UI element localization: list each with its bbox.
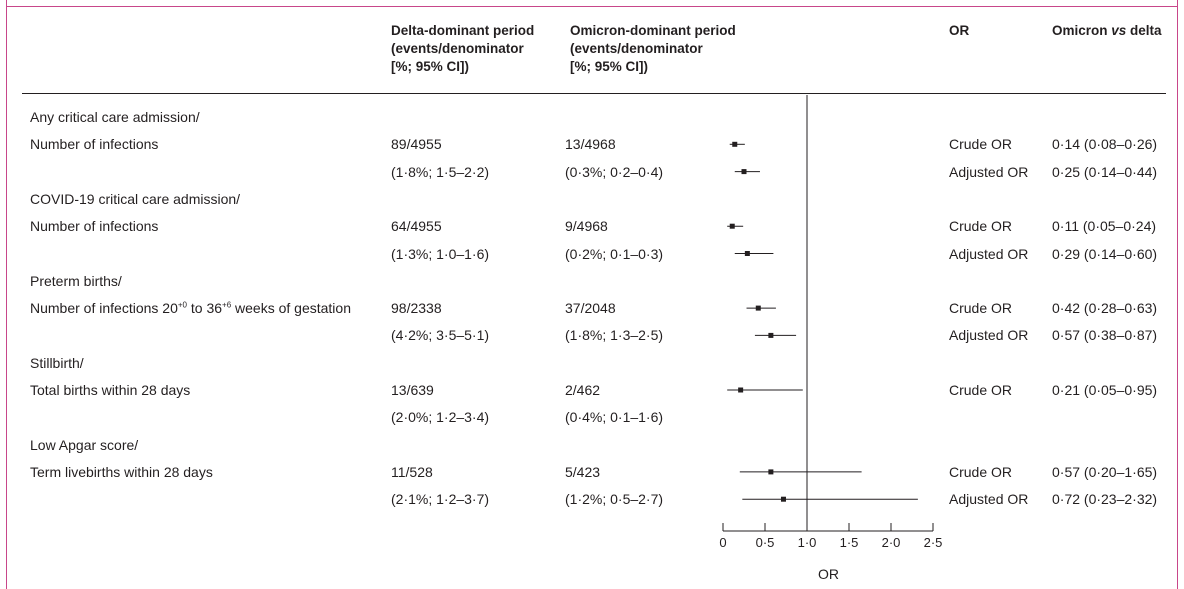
point-estimate-8 <box>780 496 786 502</box>
row-7-delta: 98/2338 <box>391 300 442 317</box>
header-delta-line3: [%; 95% CI]) <box>391 59 470 74</box>
x-tick-label-0: 0 <box>719 535 726 550</box>
point-estimate-3 <box>744 251 750 256</box>
row-7-estimate: 0·42 (0·28–0·63) <box>1052 300 1158 317</box>
row-2-delta: (1·8%; 1·5–2·2) <box>391 163 490 180</box>
x-axis-label: OR <box>818 566 839 582</box>
x-tick-label-1: 0·5 <box>756 535 775 550</box>
row-9-label: Stillbirth/ <box>30 354 84 371</box>
frame-top-border <box>6 6 1178 7</box>
row-5-delta: (1·3%; 1·0–1·6) <box>391 245 490 262</box>
header-ovd-italic: vs <box>1111 23 1127 38</box>
row-7-omicron: 37/2048 <box>565 300 616 317</box>
header-omicron-line1: Omicron-dominant period <box>570 23 736 38</box>
row-4-or-type: Crude OR <box>949 218 1013 235</box>
row-1-delta: 89/4955 <box>391 136 442 153</box>
row-1-omicron: 13/4968 <box>565 136 616 153</box>
header-omicron-line3: [%; 95% CI]) <box>570 59 649 74</box>
row-11-delta: (2·0%; 1·2–3·4) <box>391 409 490 426</box>
row-13-estimate: 0·57 (0·20–1·65) <box>1052 463 1158 480</box>
x-tick-label-4: 2·0 <box>882 535 901 550</box>
row-8-or-type: Adjusted OR <box>949 327 1029 344</box>
frame-left-border <box>6 0 7 589</box>
row-3-label: COVID-19 critical care admission/ <box>30 190 241 207</box>
row-2-estimate: 0·25 (0·14–0·44) <box>1052 163 1158 180</box>
row-13-delta: 11/528 <box>391 463 433 480</box>
x-tick-label-5: 2·5 <box>924 535 943 550</box>
point-estimate-4 <box>755 305 761 311</box>
row-10-label: Total births within 28 days <box>30 382 191 398</box>
row-4-label: Number of infections <box>30 218 159 235</box>
row-4-omicron: 9/4968 <box>565 218 608 235</box>
row-14-estimate: 0·72 (0·23–2·32) <box>1052 491 1158 508</box>
row-13-or-type: Crude OR <box>949 463 1013 480</box>
row-4-delta: 64/4955 <box>391 218 442 235</box>
row-7-label-sup2: +6 <box>222 300 232 310</box>
row-8-omicron: (1·8%; 1·3–2·5) <box>565 327 664 344</box>
header-omicron: Omicron-dominant period (events/denomina… <box>570 22 736 76</box>
row-14-delta: (2·1%; 1·2–3·7) <box>391 491 490 508</box>
row-11-omicron: (0·4%; 0·1–1·6) <box>565 409 664 426</box>
point-estimate-6 <box>738 387 744 393</box>
row-6-label: Preterm births/ <box>30 272 122 289</box>
header-ovd-suffix: delta <box>1126 23 1162 38</box>
row-5-or-type: Adjusted OR <box>949 245 1029 262</box>
row-1-label: Number of infections <box>30 136 159 153</box>
point-estimate-5 <box>768 332 774 338</box>
header-rule <box>22 93 1166 94</box>
row-10-estimate: 0·21 (0·05–0·95) <box>1052 382 1158 398</box>
row-5-estimate: 0·29 (0·14–0·60) <box>1052 245 1158 262</box>
row-0-label: Any critical care admission/ <box>30 109 200 125</box>
row-1-estimate: 0·14 (0·08–0·26) <box>1052 136 1158 153</box>
row-4-estimate: 0·11 (0·05–0·24) <box>1052 218 1157 235</box>
point-estimate-7 <box>768 469 774 475</box>
row-10-or-type: Crude OR <box>949 382 1013 398</box>
row-7-label: Number of infections 20+0 to 36+6 weeks … <box>30 299 351 317</box>
row-5-omicron: (0·2%; 0·1–0·3) <box>565 245 664 262</box>
header-delta-line1: Delta-dominant period <box>391 23 535 38</box>
header-omicron-line2: (events/denominator <box>570 41 703 56</box>
row-7-or-type: Crude OR <box>949 300 1013 317</box>
header-ovd-prefix: Omicron <box>1052 23 1112 38</box>
row-14-omicron: (1·2%; 0·5–2·7) <box>565 491 664 508</box>
row-7-label-end: weeks of gestation <box>231 300 351 317</box>
point-estimate-0 <box>732 141 738 147</box>
row-2-omicron: (0·3%; 0·2–0·4) <box>565 163 664 180</box>
row-14-or-type: Adjusted OR <box>949 491 1029 508</box>
row-12-label: Low Apgar score/ <box>30 436 139 453</box>
row-2-or-type: Adjusted OR <box>949 163 1029 180</box>
frame-right-border <box>1177 0 1178 589</box>
row-10-delta: 13/639 <box>391 382 434 398</box>
point-estimate-2 <box>729 223 735 229</box>
header-delta: Delta-dominant period (events/denominato… <box>391 22 534 76</box>
row-8-estimate: 0·57 (0·38–0·87) <box>1052 327 1158 344</box>
row-10-omicron: 2/462 <box>565 382 601 398</box>
x-tick-label-3: 1·5 <box>840 535 859 550</box>
row-8-delta: (4·2%; 3·5–5·1) <box>391 327 490 344</box>
row-7-label: Number of infections 20 <box>30 300 178 317</box>
header-or: OR <box>949 23 970 38</box>
point-estimate-1 <box>741 169 747 175</box>
row-7-label-sup1: +0 <box>177 300 187 310</box>
header-delta-line2: (events/denominator <box>391 41 524 56</box>
header-omicron-vs-delta: Omicron vs delta <box>1052 22 1162 40</box>
row-1-or-type: Crude OR <box>949 136 1013 153</box>
row-13-label: Term livebirths within 28 days <box>30 463 213 480</box>
row-13-omicron: 5/423 <box>565 463 601 480</box>
x-tick-label-2: 1·0 <box>798 535 817 550</box>
row-7-label-mid: to 36 <box>186 300 223 317</box>
